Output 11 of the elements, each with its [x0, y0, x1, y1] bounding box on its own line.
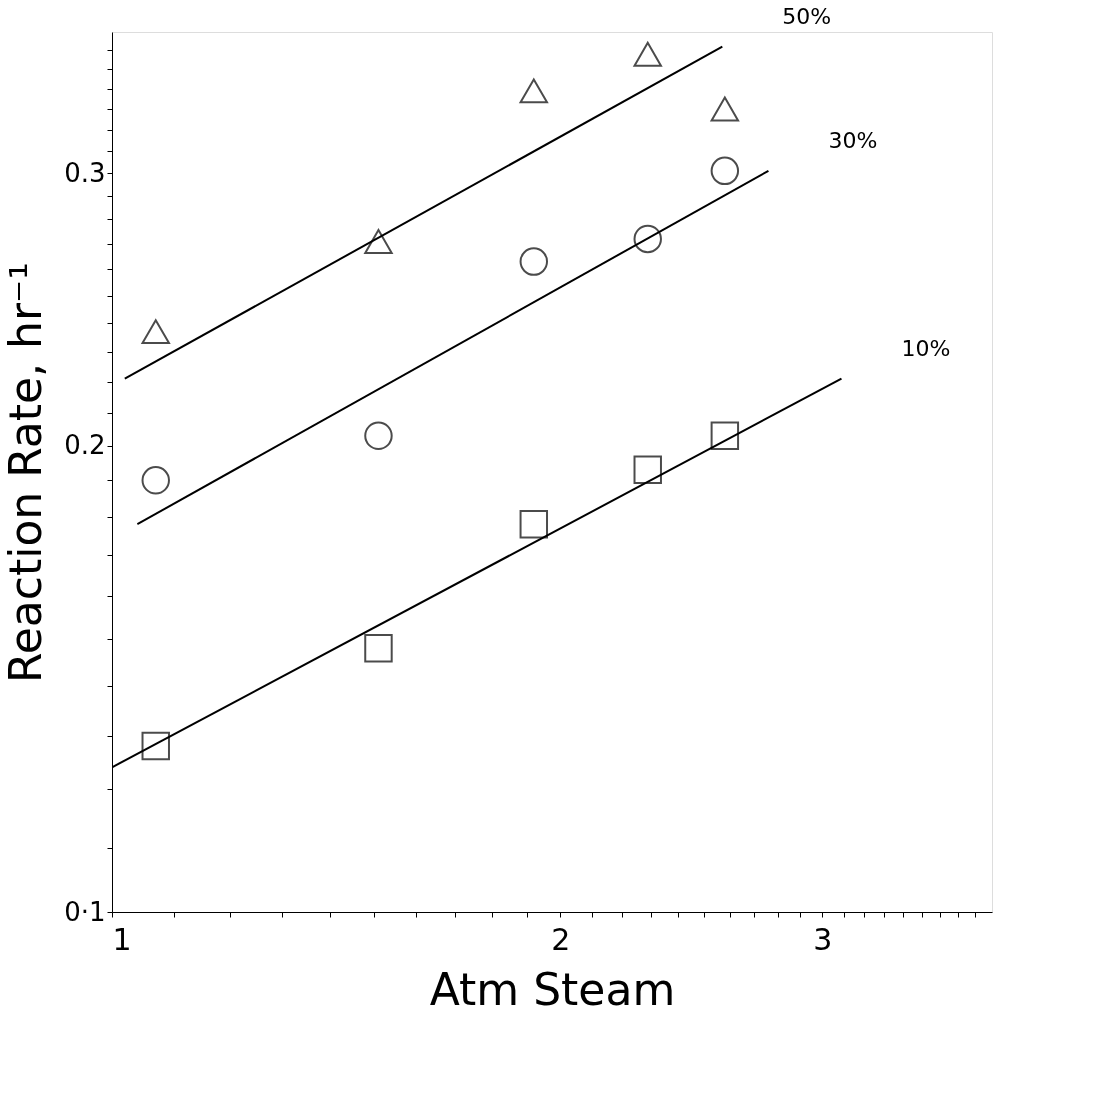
- y-tick-label: 0·1: [64, 896, 106, 927]
- text: 10%: [901, 335, 951, 361]
- x-tick-label: 3: [813, 921, 833, 957]
- text: 50%: [782, 3, 832, 29]
- x-tick-label: 2: [551, 921, 571, 957]
- x-tick-label: 1: [112, 921, 132, 957]
- x-axis-title: Atm Steam: [429, 963, 676, 1015]
- text: 30%: [828, 127, 878, 153]
- y-tick-label: 0.2: [64, 430, 106, 461]
- y-tick-label: 0.3: [64, 157, 106, 188]
- y-axis-title: Reaction Rate, hr⁻¹: [0, 262, 52, 683]
